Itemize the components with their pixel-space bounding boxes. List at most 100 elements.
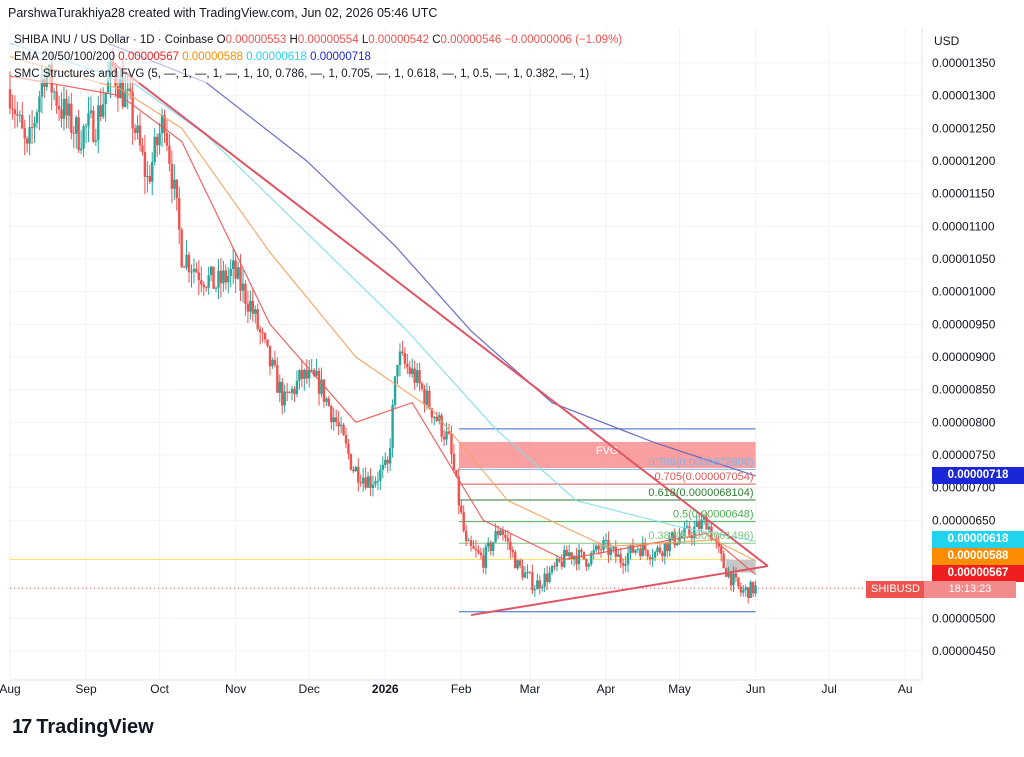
- candle-body: [391, 404, 394, 448]
- candle-body: [283, 391, 286, 406]
- candle-body: [57, 105, 61, 110]
- candle-body: [273, 359, 277, 366]
- candle-body: [75, 117, 78, 134]
- y-tick-label: 0.00000700: [932, 481, 996, 495]
- candle-body: [212, 266, 215, 289]
- candle-body: [254, 309, 257, 314]
- candle-body: [332, 417, 335, 423]
- legend-ema-label[interactable]: EMA 20/50/100/200: [14, 51, 116, 63]
- price-tag-ema200: 0.00000718: [932, 467, 1024, 484]
- x-tick-label: Mar: [520, 682, 541, 696]
- candle-body: [195, 268, 198, 273]
- candle-body: [621, 563, 625, 566]
- fib-label: 0.705(0.000007054): [654, 471, 753, 483]
- candle-body: [376, 480, 380, 482]
- descending-resistance-line: [112, 62, 769, 567]
- candle-body: [33, 122, 36, 128]
- candle-body: [636, 548, 640, 550]
- candle-body: [585, 559, 588, 567]
- legend-c-value: 0.00000546: [440, 34, 502, 46]
- candle-body: [433, 416, 436, 418]
- legend-smc-label[interactable]: SMC Structures and FVG (5, —, 1, —, 1, —…: [14, 68, 590, 80]
- tradingview-icon: 17: [12, 716, 32, 738]
- candle-body: [406, 363, 409, 368]
- candle-body: [558, 558, 561, 562]
- candle-body: [587, 564, 591, 567]
- candle-body: [469, 540, 473, 547]
- price-tag-ema100: 0.00000618: [932, 531, 1024, 548]
- price-tag-ema50: 0.00000588: [932, 548, 1024, 565]
- x-tick-label: Oct: [150, 682, 169, 696]
- candle-body: [281, 381, 284, 406]
- candle-body: [604, 539, 608, 541]
- candle-body: [82, 126, 85, 149]
- candle-body: [244, 283, 247, 304]
- legend-symbol[interactable]: SHIBA INU / US Dollar · 1D · Coinbase: [14, 34, 214, 46]
- candle-body: [734, 573, 738, 578]
- candle-body: [384, 459, 387, 465]
- chart-legend: SHIBA INU / US Dollar · 1D · Coinbase O0…: [14, 32, 623, 83]
- candle-body: [337, 422, 340, 427]
- candle-body: [141, 145, 144, 153]
- candle-body: [371, 484, 375, 488]
- candle-body: [187, 254, 191, 273]
- candle-body: [646, 550, 649, 557]
- candle-body: [408, 367, 411, 375]
- candle-body: [241, 283, 245, 291]
- candle-body: [361, 477, 365, 484]
- candle-body: [13, 109, 17, 115]
- x-tick-label: Jun: [746, 682, 765, 696]
- candle-body: [276, 365, 279, 393]
- candle-body: [320, 379, 323, 394]
- candle-body: [293, 388, 296, 395]
- candle-body: [8, 89, 12, 109]
- candle-body: [94, 140, 98, 142]
- candle-body: [271, 359, 274, 367]
- candle-body: [202, 284, 205, 288]
- candle-body: [413, 368, 416, 383]
- candle-body: [178, 198, 181, 230]
- candle-body: [60, 109, 63, 119]
- candle-body: [35, 112, 39, 123]
- candle-body: [165, 132, 169, 146]
- legend-smc-row: SMC Structures and FVG (5, —, 1, —, 1, —…: [14, 66, 622, 83]
- candle-body: [160, 115, 164, 134]
- y-tick-label: 0.00000850: [932, 383, 996, 397]
- candle-body: [467, 540, 470, 542]
- candle-body: [40, 79, 44, 97]
- candle-body: [89, 110, 93, 114]
- candle-body: [697, 521, 701, 529]
- zones: FVG: [10, 428, 922, 613]
- candle-body: [491, 542, 495, 551]
- candle-body: [295, 380, 299, 395]
- candle-body: [653, 551, 657, 558]
- candle-body: [727, 572, 730, 577]
- candle-body: [136, 125, 139, 133]
- candle-body: [592, 550, 595, 554]
- candle-body: [101, 104, 105, 117]
- candle-body: [263, 333, 267, 340]
- candle-body: [639, 548, 642, 557]
- currency-label[interactable]: USD: [934, 34, 960, 48]
- candle-body: [751, 581, 755, 594]
- candle-body: [205, 287, 208, 289]
- candle-body: [533, 589, 537, 591]
- candle-body: [624, 564, 627, 566]
- candle-body: [528, 571, 532, 573]
- candle-body: [670, 531, 674, 539]
- candle-body: [536, 580, 539, 590]
- candle-body: [312, 369, 316, 376]
- candle-body: [729, 572, 733, 586]
- candle-body: [128, 88, 132, 92]
- candle-body: [170, 163, 174, 189]
- candle-body: [496, 531, 500, 536]
- candle-body: [545, 573, 549, 583]
- x-tick-label: Au: [898, 682, 913, 696]
- candle-body: [634, 549, 637, 553]
- legend-ohlc-row: SHIBA INU / US Dollar · 1D · Coinbase O0…: [14, 32, 622, 49]
- candle-body: [472, 546, 475, 549]
- candle-body: [590, 553, 593, 565]
- candle-body: [516, 560, 519, 569]
- candle-body: [651, 557, 654, 560]
